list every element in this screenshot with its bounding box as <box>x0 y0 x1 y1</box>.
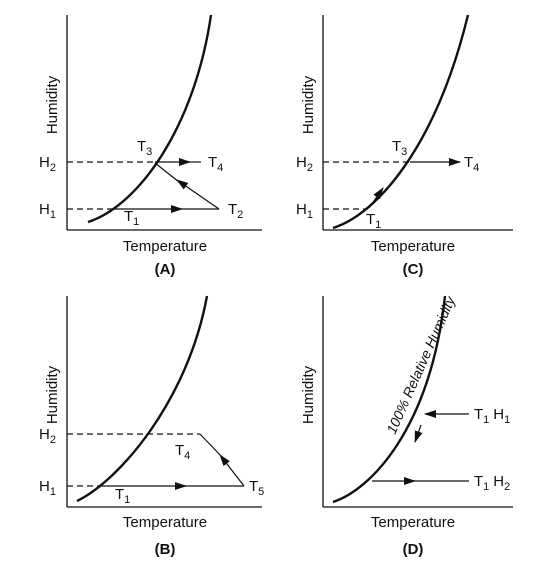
t2-label: T2 <box>228 201 243 221</box>
t4-label: T4 <box>464 154 479 174</box>
t4-label: T4 <box>208 154 223 174</box>
t1-label: T1 <box>115 486 130 506</box>
panel-b: Humidity Temperature (B) H2 H1 T4 T1 T5 <box>39 295 264 558</box>
t5-to-t4-arrow <box>219 454 245 487</box>
t3-label: T3 <box>137 138 152 158</box>
panel-label: (B) <box>155 541 176 558</box>
y-axis-label: Humidity <box>300 365 317 424</box>
h2-label: H2 <box>39 154 56 174</box>
saturation-curve <box>76 295 209 503</box>
saturation-curve <box>332 14 470 230</box>
t1-label: T1 <box>124 208 139 228</box>
h1-label: H1 <box>39 478 56 498</box>
h2-label: H2 <box>296 154 313 174</box>
y-axis-label: Humidity <box>44 75 61 134</box>
y-axis-label: Humidity <box>44 365 61 424</box>
t5-label: T5 <box>249 478 264 498</box>
panel-label: (D) <box>403 541 424 558</box>
panel-c: Humidity Temperature (C) H2 H1 T3 T4 T1 <box>296 14 513 278</box>
t1-h1-label: T1 H1 <box>474 406 510 426</box>
t4-label: T4 <box>175 442 190 462</box>
curve-label: 100% Relative Humidity <box>383 293 458 436</box>
x-axis-label: Temperature <box>123 514 207 531</box>
x-axis-label: Temperature <box>123 238 207 255</box>
t2-to-t3-line <box>154 162 180 183</box>
t1-h2-label: T1 H2 <box>474 473 510 493</box>
y-axis-label: Humidity <box>300 75 317 134</box>
panel-label: (A) <box>155 261 176 278</box>
t2-to-t3-arrow <box>176 179 220 210</box>
panel-d: 100% Relative Humidity Humidity Temperat… <box>300 293 513 558</box>
x-axis-label: Temperature <box>371 514 455 531</box>
t1-to-t3-arrow <box>368 187 384 209</box>
h1-label: H1 <box>39 201 56 221</box>
t5-to-t4-line <box>199 433 223 458</box>
h2-label: H2 <box>39 426 56 446</box>
t1-label: T1 <box>366 211 381 231</box>
panel-a: Humidity Temperature (A) H2 H1 T3 T4 T1 … <box>39 14 262 278</box>
panel-label: (C) <box>403 261 424 278</box>
curve-direction-arrow <box>414 424 423 443</box>
t3-label: T3 <box>392 138 407 158</box>
h1-label: H1 <box>296 201 313 221</box>
saturation-curve <box>87 14 213 224</box>
saturation-curve <box>332 295 447 504</box>
x-axis-label: Temperature <box>371 238 455 255</box>
